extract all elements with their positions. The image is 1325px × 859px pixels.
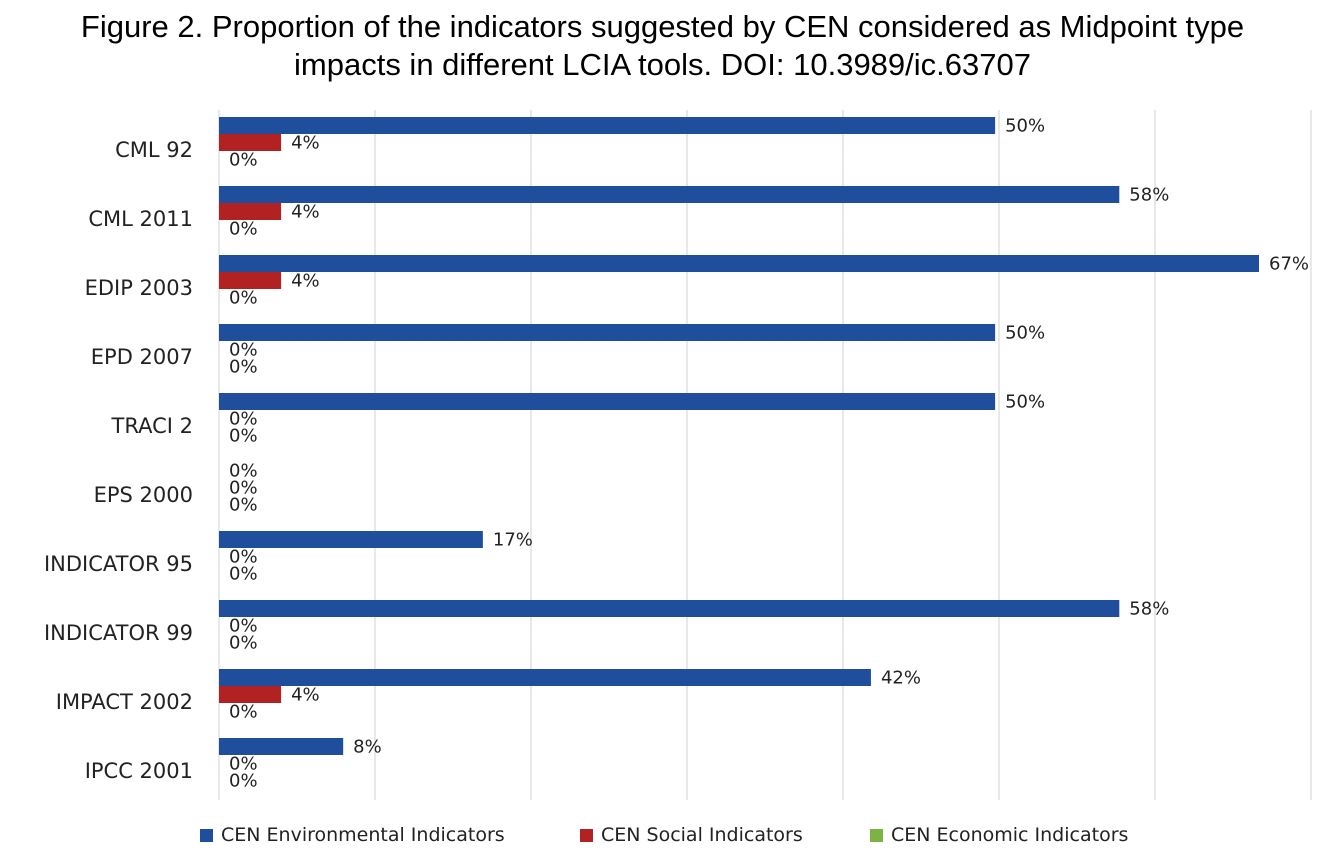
bar — [219, 255, 1259, 272]
data-label: 0% — [229, 754, 258, 775]
data-label: 50% — [1005, 392, 1045, 413]
data-label: 67% — [1269, 254, 1309, 275]
data-label: 0% — [229, 616, 258, 637]
bar — [219, 203, 282, 220]
category-label: CML 2011 — [88, 207, 193, 231]
legend-label-environmental: CEN Environmental Indicators — [221, 824, 505, 846]
legend-label-economic: CEN Economic Indicators — [891, 824, 1129, 846]
data-label: 42% — [881, 668, 921, 689]
category-label: IPCC 2001 — [85, 759, 193, 783]
data-label: 0% — [229, 357, 258, 378]
data-label: 0% — [229, 426, 258, 447]
category-label: CML 92 — [115, 138, 193, 162]
data-label: 4% — [291, 202, 320, 223]
data-label: 8% — [353, 737, 382, 758]
data-label: 58% — [1129, 185, 1169, 206]
data-label: 4% — [291, 685, 320, 706]
legend-swatch-economic — [870, 828, 883, 842]
bar — [219, 738, 344, 755]
data-label: 0% — [229, 409, 258, 430]
bar — [219, 134, 282, 151]
data-label: 17% — [493, 530, 533, 551]
data-label: 0% — [229, 547, 258, 568]
bar-chart: CML 92 50% 4% 0% CML 2011 58% 4% 0% EDIP 2003 67%… — [44, 110, 1312, 800]
legend-swatch-social — [580, 828, 593, 842]
category-label: INDICATOR 99 — [44, 621, 193, 645]
bar — [219, 117, 996, 134]
chart-legend: CEN Environmental Indicators CEN Social … — [0, 824, 1325, 852]
legend-label-social: CEN Social Indicators — [601, 824, 803, 846]
category-label: EPD 2007 — [91, 345, 193, 369]
data-label: 0% — [229, 564, 258, 585]
bar — [219, 669, 871, 686]
chart-title-line-2: impacts in different LCIA tools. DOI: 10… — [294, 47, 1031, 82]
chart-title-line-1: Figure 2. Proportion of the indicators s… — [80, 9, 1245, 44]
data-label: 0% — [229, 633, 258, 654]
category-label: IMPACT 2002 — [56, 690, 193, 714]
bar — [219, 186, 1120, 203]
data-label: 0% — [229, 340, 258, 361]
legend-item-environmental: CEN Environmental Indicators — [200, 824, 505, 846]
data-label: 0% — [229, 288, 258, 309]
category-label: INDICATOR 95 — [44, 552, 193, 576]
bar — [219, 686, 282, 703]
data-label: 0% — [229, 461, 258, 482]
bar — [219, 393, 996, 410]
data-label: 58% — [1129, 599, 1169, 620]
bar — [219, 324, 996, 341]
data-label: 0% — [229, 771, 258, 792]
bar — [219, 531, 483, 548]
bar — [219, 272, 282, 289]
data-label: 0% — [229, 478, 258, 499]
data-label: 50% — [1005, 116, 1045, 137]
legend-swatch-environmental — [200, 828, 213, 842]
chart-title: Figure 2. Proportion of the indicators s… — [0, 8, 1325, 84]
legend-item-social: CEN Social Indicators — [580, 824, 803, 846]
category-label: EPS 2000 — [94, 483, 193, 507]
data-label: 0% — [229, 495, 258, 516]
data-label: 4% — [291, 271, 320, 292]
category-label: TRACI 2 — [111, 414, 193, 438]
bar — [219, 600, 1120, 617]
data-label: 50% — [1005, 323, 1045, 344]
data-label: 4% — [291, 133, 320, 154]
category-label: EDIP 2003 — [85, 276, 193, 300]
legend-item-economic: CEN Economic Indicators — [870, 824, 1128, 846]
data-label: 0% — [229, 219, 258, 240]
data-label: 0% — [229, 702, 258, 723]
data-label: 0% — [229, 150, 258, 171]
